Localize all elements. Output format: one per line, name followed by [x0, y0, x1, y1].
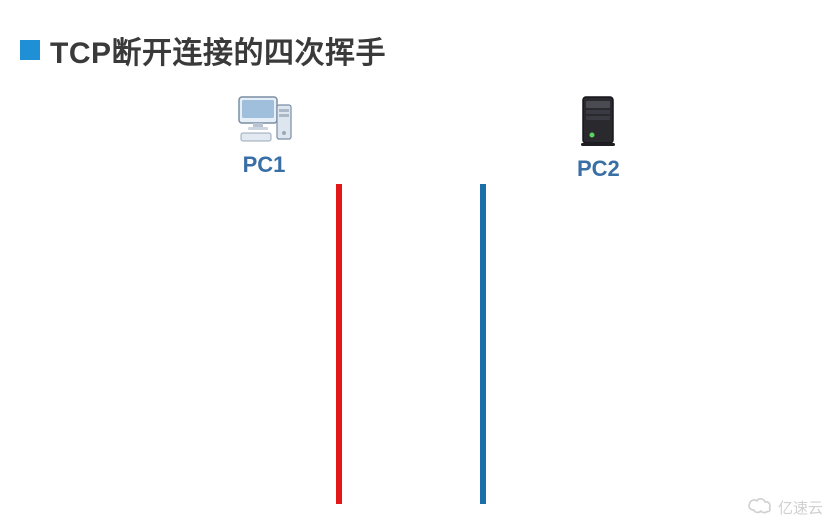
server-icon	[577, 95, 619, 152]
watermark-text: 亿速云	[778, 497, 823, 518]
timeline-pc1	[336, 184, 342, 504]
pc2-label: PC2	[577, 156, 620, 182]
desktop-icon	[235, 95, 293, 148]
endpoint-pc1: PC1	[235, 95, 293, 178]
cloud-icon	[747, 496, 773, 519]
pc1-label: PC1	[243, 152, 286, 178]
endpoint-pc2: PC2	[577, 95, 620, 182]
timeline-pc2	[480, 184, 486, 504]
watermark: 亿速云	[747, 496, 823, 519]
slide-title: TCP断开连接的四次挥手	[50, 28, 386, 72]
title-row: TCP断开连接的四次挥手	[20, 28, 386, 72]
title-bullet-icon	[20, 40, 40, 60]
